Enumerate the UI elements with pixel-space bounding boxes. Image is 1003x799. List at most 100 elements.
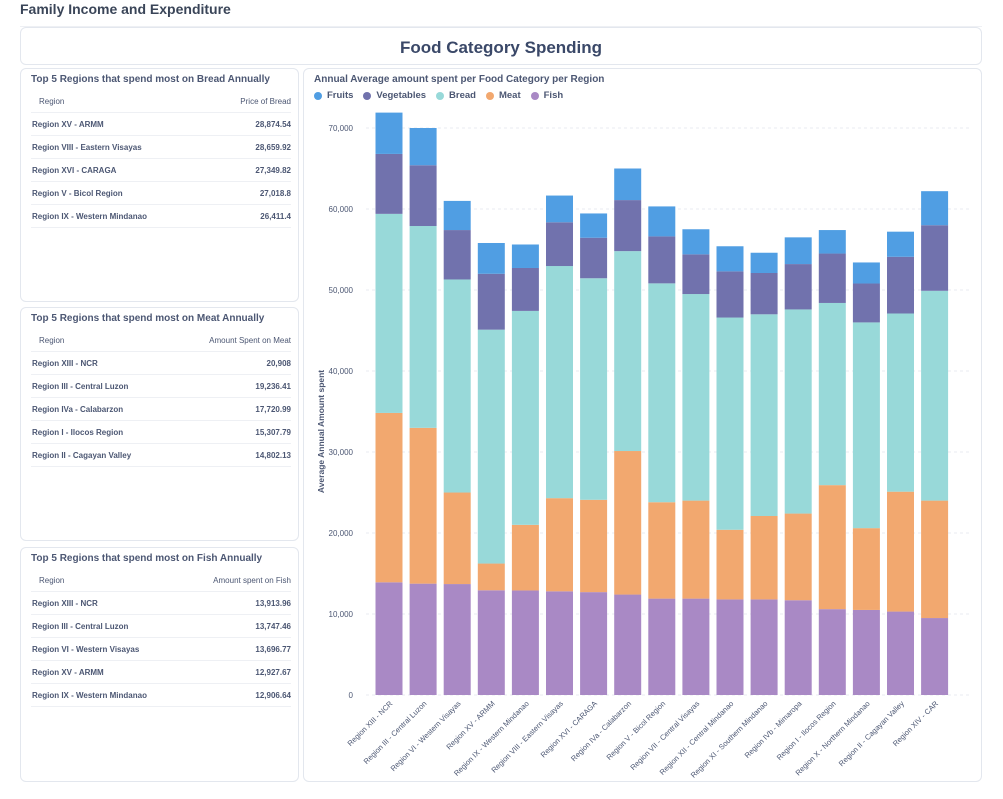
legend-label: Bread: [449, 90, 476, 101]
bar-vegetables: [716, 271, 744, 318]
table-row: Region III - Central Luzon 13,747.46: [31, 615, 291, 638]
bar-fruits: [443, 200, 471, 231]
region-cell: Region XIII - NCR: [32, 598, 98, 608]
fish-table-card: Top 5 Regions that spend most on Fish An…: [20, 547, 299, 782]
value-cell: 17,720.99: [255, 404, 291, 414]
bar-fruits: [887, 231, 914, 257]
bar-fruits: [648, 206, 676, 237]
region-cell: Region IX - Western Mindanao: [32, 690, 147, 700]
legend-item-meat[interactable]: Meat: [485, 90, 521, 101]
legend-item-bread[interactable]: Bread: [436, 90, 476, 101]
bar-vegetables: [511, 267, 539, 311]
value-cell: 28,659.92: [255, 142, 291, 152]
legend-label: Vegetables: [376, 90, 427, 101]
bar-fish: [818, 609, 846, 695]
bread-table-card: Top 5 Regions that spend most on Bread A…: [20, 68, 299, 302]
bar-fruits: [375, 112, 403, 154]
bar-bread: [511, 310, 539, 525]
column-header-region[interactable]: Region: [39, 336, 65, 345]
x-tick-label: Region I - Ilocos Region: [775, 699, 838, 762]
column-header-region[interactable]: Region: [39, 576, 65, 585]
column-header-value[interactable]: Amount spent on Fish: [213, 576, 291, 585]
bar-fish: [375, 582, 403, 695]
region-cell: Region VI - Western Visayas: [32, 644, 140, 654]
bar-vegetables: [750, 272, 778, 315]
chart-title: Annual Average amount spent per Food Cat…: [314, 74, 605, 85]
bar-fish: [682, 598, 710, 695]
y-tick-label: 0: [349, 691, 354, 700]
table-row: Region I - Ilocos Region 15,307.79: [31, 421, 291, 444]
bar-vegetables: [409, 165, 437, 227]
bar-fruits: [614, 168, 642, 201]
region-cell: Region IX - Western Mindanao: [32, 211, 147, 221]
bar-bread: [546, 266, 573, 499]
heading-card: Food Category Spending: [20, 27, 982, 65]
bread-table-title: Top 5 Regions that spend most on Bread A…: [31, 74, 270, 85]
table-header: Region Amount Spent on Meat: [31, 330, 291, 352]
y-tick-label: 30,000: [329, 448, 354, 457]
bar-meat: [921, 500, 949, 619]
legend-swatch: [485, 91, 494, 100]
table-row: Region II - Cagayan Valley 14,802.13: [31, 444, 291, 467]
bar-fish: [921, 618, 949, 695]
bar-vegetables: [443, 230, 471, 280]
table-row: Region XIII - NCR 13,913.96: [31, 592, 291, 615]
bar-bread: [477, 329, 505, 564]
legend-swatch: [363, 91, 372, 100]
bar-fruits: [477, 242, 505, 274]
value-cell: 12,906.64: [255, 690, 291, 700]
table-row: Region VIII - Eastern Visayas 28,659.92: [31, 136, 291, 159]
stacked-bar-chart: 0 10,000 20,000 30,000 40,000 50,000 60,000 70,…: [316, 112, 969, 780]
legend-item-fruits[interactable]: Fruits: [314, 90, 353, 101]
table-row: Region XV - ARMM 28,874.54: [31, 113, 291, 136]
page-title: Family Income and Expenditure: [20, 1, 231, 17]
bar-fruits: [546, 195, 573, 223]
legend-label: Meat: [498, 90, 521, 101]
bar-fish: [511, 590, 539, 695]
bar-fish: [546, 591, 573, 695]
bar-vegetables: [546, 222, 573, 267]
column-header-value[interactable]: Price of Bread: [240, 97, 291, 106]
y-tick-label: 70,000: [329, 124, 354, 133]
bar-meat: [580, 499, 608, 593]
value-cell: 26,411.4: [260, 211, 291, 221]
bar-meat: [443, 492, 471, 585]
value-cell: 27,349.82: [255, 165, 291, 175]
legend-item-vegetables[interactable]: Vegetables: [363, 90, 426, 101]
x-tick-label: Region VII - Central Visayas: [628, 699, 701, 772]
legend-swatch: [436, 91, 445, 100]
column-header-region[interactable]: Region: [39, 97, 65, 106]
bar-vegetables: [852, 283, 880, 323]
bar-meat: [648, 502, 676, 599]
bar-vegetables: [784, 264, 812, 310]
table-row: Region IX - Western Mindanao 26,411.4: [31, 205, 291, 228]
value-cell: 27,018.8: [259, 188, 291, 198]
bar-bread: [443, 279, 471, 493]
bar-fruits: [511, 244, 539, 268]
table-row: Region IVa - Calabarzon 17,720.99: [31, 398, 291, 421]
bar-meat: [818, 485, 846, 610]
value-cell: 13,747.46: [255, 621, 291, 631]
y-axis-label: Average Annual Amount spent: [316, 370, 326, 493]
bar-meat: [511, 524, 539, 591]
fish-table: Region Amount spent on Fish Region XIII …: [31, 570, 291, 707]
table-row: Region XV - ARMM 12,927.67: [31, 661, 291, 684]
bar-bread: [648, 283, 676, 503]
column-header-value[interactable]: Amount Spent on Meat: [209, 336, 291, 345]
bar-vegetables: [921, 225, 949, 291]
y-tick-label: 50,000: [329, 286, 354, 295]
value-cell: 14,802.13: [255, 450, 291, 460]
meat-table: Region Amount Spent on Meat Region XIII …: [31, 330, 291, 467]
bar-vegetables: [648, 236, 676, 284]
y-tick-label: 60,000: [329, 205, 354, 214]
bar-meat: [784, 513, 812, 601]
legend-item-fish[interactable]: Fish: [530, 90, 563, 101]
table-row: Region XVI - CARAGA 27,349.82: [31, 159, 291, 182]
bar-fruits: [580, 213, 608, 238]
bar-meat: [409, 427, 437, 584]
table-header: Region Amount spent on Fish: [31, 570, 291, 592]
bar-bread: [375, 213, 403, 413]
region-cell: Region V - Bicol Region: [32, 188, 123, 198]
bar-meat: [682, 500, 710, 599]
y-tick-label: 40,000: [329, 367, 354, 376]
